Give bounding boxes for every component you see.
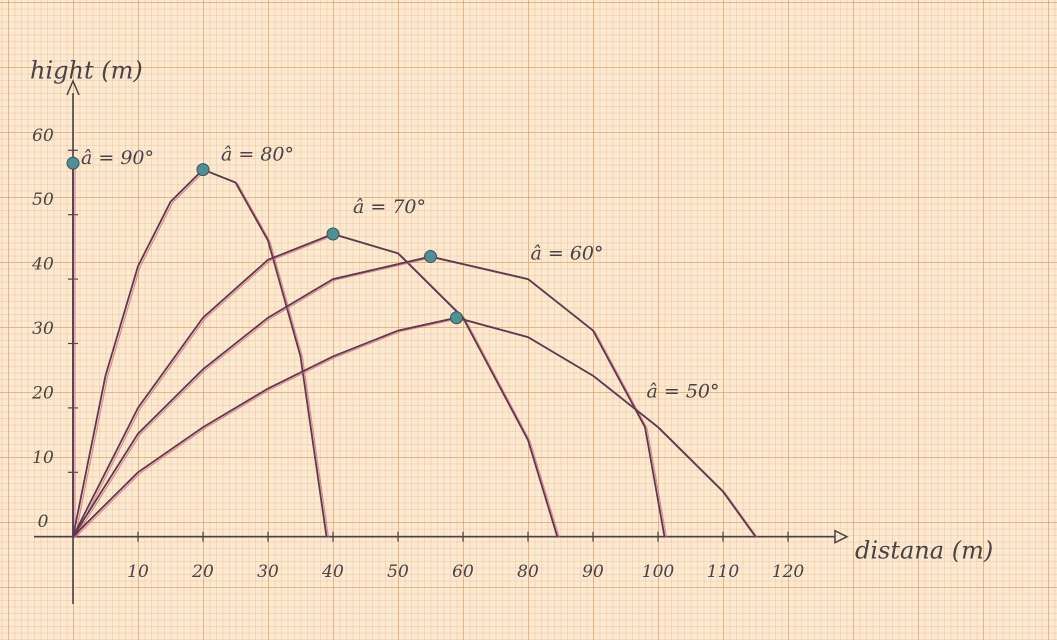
x-tick-label: 90 [582,562,604,582]
x-tick-label: 20 [191,562,214,582]
x-tick-label: 120 [772,562,805,582]
y-tick-label: 30 [32,319,54,339]
peak-marker [67,157,79,169]
y-tick-label: 60 [32,126,54,146]
trajectory [73,257,665,537]
x-tick-label: 100 [642,562,675,582]
y-tick-label: 40 [31,255,54,275]
angle-label: â = 60° [531,243,604,265]
pink-trace [75,235,559,538]
pink-trace [75,258,667,538]
x-tick-label: 10 [127,562,149,582]
x-tick-label: 40 [321,562,344,582]
trajectory [73,318,756,537]
peak-marker [327,228,339,240]
x-axis-title: distana (m) [855,537,993,565]
x-axis-arrow [835,531,847,543]
y-tick-label: 50 [32,190,54,210]
angle-label: â = 80° [221,144,294,166]
angle-label: â = 90° [81,147,154,169]
chart: hight (m) distana (m) 10 20 30 40 50 60 80 90 10… [0,0,1057,640]
peak-marker [451,312,463,324]
trajectory [73,234,557,537]
pink-trace [75,171,329,538]
x-tick-label: 30 [257,562,279,582]
y-tick-label: 20 [31,383,54,403]
x-tick-label: 80 [517,562,539,582]
x-tick-label: 110 [707,562,740,582]
x-tick-label: 60 [452,562,474,582]
x-tick-label: 50 [387,562,409,582]
y-axis-title: hight (m) [30,57,143,85]
pink-trace [75,319,758,538]
angle-label: â = 70° [353,196,426,218]
peak-marker [425,251,437,263]
y-tick-label: 10 [32,448,54,468]
y-tick-label: 0 [38,512,49,532]
peak-marker [197,164,209,176]
angle-label: â = 50° [647,381,720,403]
